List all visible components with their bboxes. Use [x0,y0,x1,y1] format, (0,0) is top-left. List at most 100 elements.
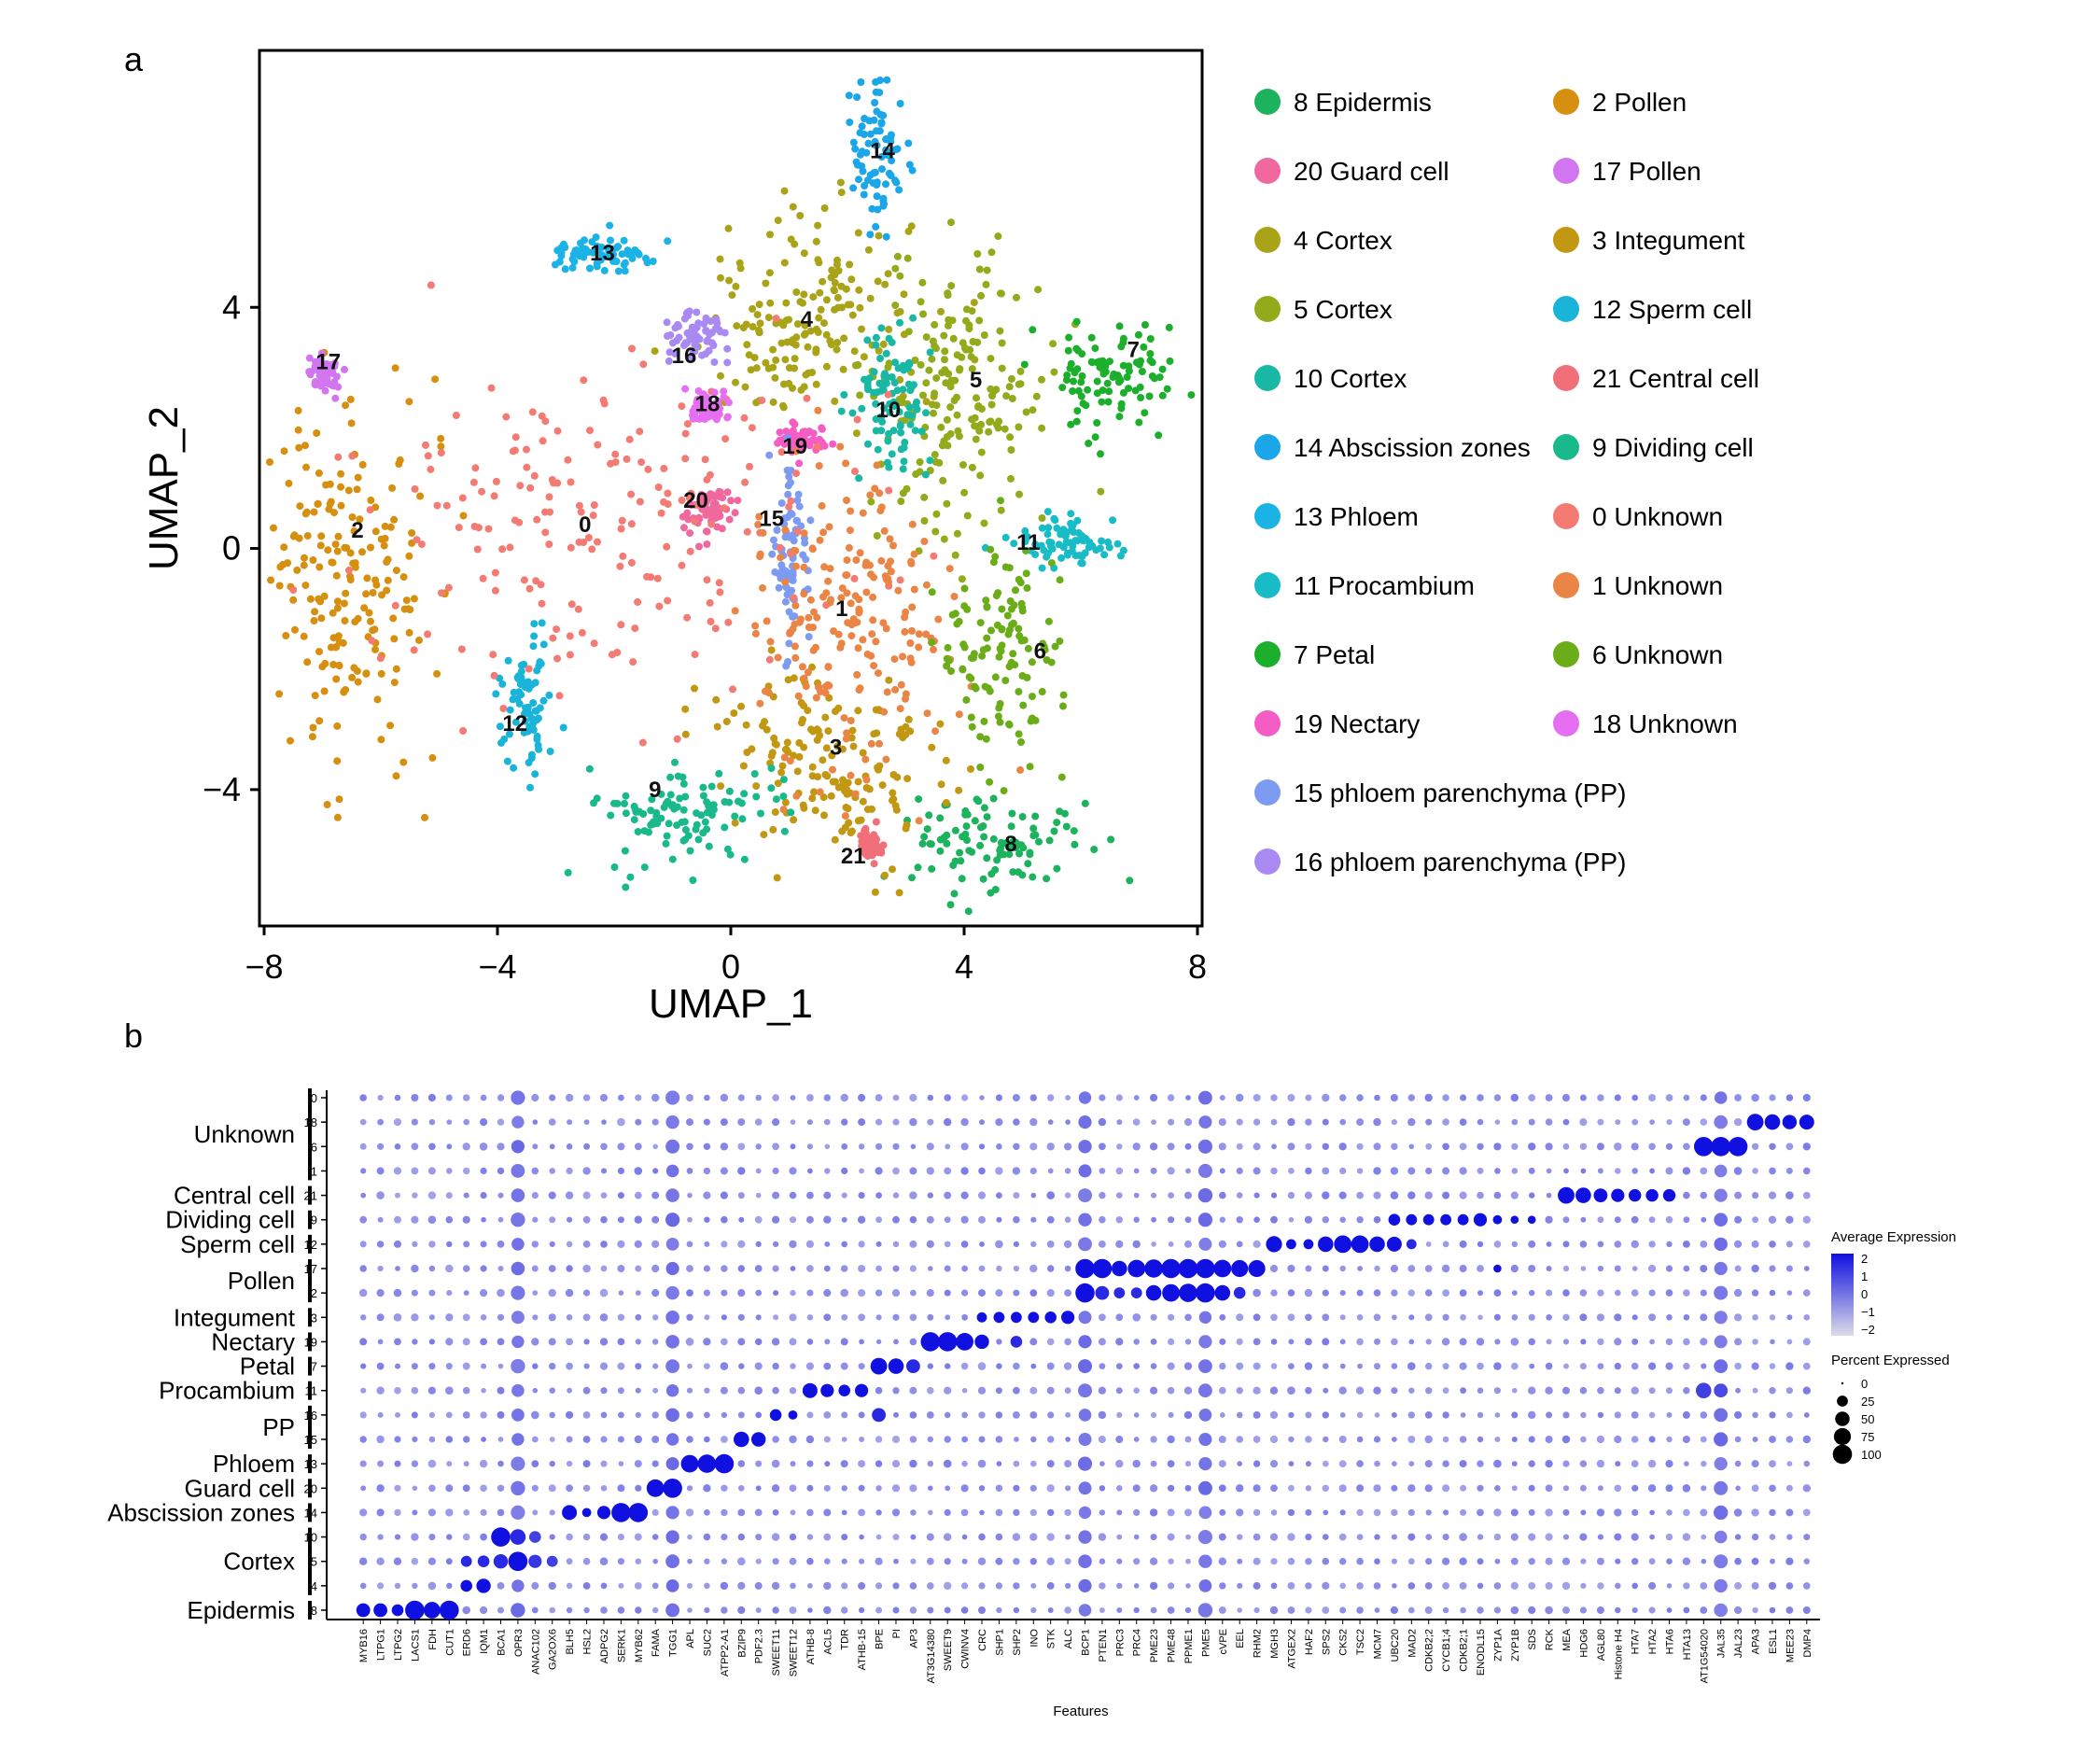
dot-5-JAL35 [1714,1554,1729,1569]
dot-20-CDKB2;2 [1424,1484,1433,1493]
dot-12-IQM1 [480,1241,487,1248]
umap-point [276,563,285,571]
dot-5-PME5 [1198,1554,1212,1568]
umap-point [883,688,891,696]
dot-2-ATHB-15 [858,1289,866,1297]
umap-point [384,576,392,584]
dot-2-MCM7 [1373,1289,1381,1297]
dot-14-FAMA [651,1508,659,1516]
umap-point [369,626,377,635]
dot-21-AT1G54020 [1700,1191,1708,1199]
dot-12-AP3 [909,1240,917,1248]
umap-point [736,264,745,273]
umap-point [917,360,925,369]
row-group-label-Sperm cell: Sperm cell [180,1230,295,1258]
umap-point [895,889,903,897]
umap-point [1059,702,1067,710]
feature-label-CRC: CRC [977,1629,988,1651]
dot-19-CYCB1;4 [1441,1338,1450,1346]
dot-17-TSC2 [1357,1266,1363,1271]
umap-point [1069,387,1077,395]
dot-18-AT3G14380 [927,1118,934,1126]
umap-point [725,515,734,524]
umap-point [391,364,399,372]
dot-10-ENODL15 [1477,1534,1484,1540]
dot-15-BCA1 [497,1437,504,1442]
dot-11-LTPG2 [394,1386,401,1395]
umap-point [780,571,789,580]
dot-19-STK [1046,1338,1055,1346]
umap-point [978,652,987,660]
umap-point [490,671,498,680]
dot-11-PME23 [1150,1386,1158,1395]
umap-point [859,749,867,757]
umap-point [973,394,980,402]
dot-6-MYB16 [359,1143,367,1150]
dot-4-JAL23 [1734,1581,1743,1590]
dot-3-PRC3 [1115,1313,1124,1322]
legend-label: 9 Dividing cell [1592,433,1754,462]
feature-label-CDKB2;1: CDKB2;1 [1459,1629,1470,1672]
dot-4-RCK [1545,1581,1553,1590]
umap-point [882,349,890,358]
dot-17-FDH [428,1265,436,1272]
umap-point [917,428,926,436]
dot-12-PRC3 [1115,1240,1124,1248]
dot-6-UBC20 [1391,1143,1398,1151]
umap-point [1053,819,1061,827]
umap-point [855,605,863,613]
umap-point [333,547,342,555]
dot-16-AT1G54020 [1700,1411,1708,1419]
umap-point [998,339,1006,347]
umap-point [791,341,800,349]
dot-7-HTA7 [1631,1362,1639,1370]
dot-18-RHM2 [1253,1118,1261,1126]
legend-swatch [1553,503,1579,529]
dot-13-PPME1 [1184,1461,1192,1467]
dot-19-CKS2 [1339,1339,1346,1345]
dot-17-SHP1 [996,1265,1002,1272]
umap-point [831,835,839,844]
dot-19-PME5 [1198,1335,1212,1349]
dot-3-HTA7 [1631,1314,1638,1321]
umap-point [329,661,338,668]
dot-15-HAF2 [1305,1436,1312,1443]
dot-16-PPME1 [1183,1410,1193,1420]
umap-point [365,609,373,617]
dot-2-PRC3 [1113,1287,1126,1298]
umap-point [886,408,894,416]
dot-2-ATHB-8 [806,1289,814,1297]
dot-15-HTA13 [1682,1436,1690,1443]
umap-point [847,301,855,309]
dot-1-MYB16 [360,1168,367,1174]
dot-19-CDKB2;1 [1459,1338,1467,1346]
dot-20-HTA2 [1647,1484,1657,1493]
umap-point [714,401,722,410]
umap-point [383,586,391,595]
umap-point [845,543,853,552]
dot-16-SERK1 [618,1411,624,1419]
umap-point [280,543,288,552]
dot-11-MGH3 [1269,1386,1279,1395]
umap-point [1074,386,1083,395]
umap-point [699,792,707,800]
umap-point [329,382,338,390]
dot-21-ZYP1B [1510,1191,1519,1199]
umap-point [667,802,676,810]
dot-8-ATHB-8 [807,1607,813,1613]
dot-1-PRC3 [1115,1167,1124,1175]
dot-19-CWINV4 [956,1333,973,1351]
umap-point [872,141,879,149]
dot-8-PDF2.3 [755,1607,762,1613]
umap-point [847,717,855,724]
dot-21-JAL23 [1734,1191,1743,1199]
umap-point [1084,386,1092,394]
umap-point [971,817,979,825]
dot-12-Histone H4 [1614,1241,1622,1248]
dot-18-ATHB-15 [858,1118,866,1127]
umap-point [353,666,361,675]
dot-12-BCA1 [497,1241,505,1248]
umap-point [1072,317,1081,326]
dot-15-SHP1 [995,1436,1003,1443]
umap-point [950,593,959,600]
